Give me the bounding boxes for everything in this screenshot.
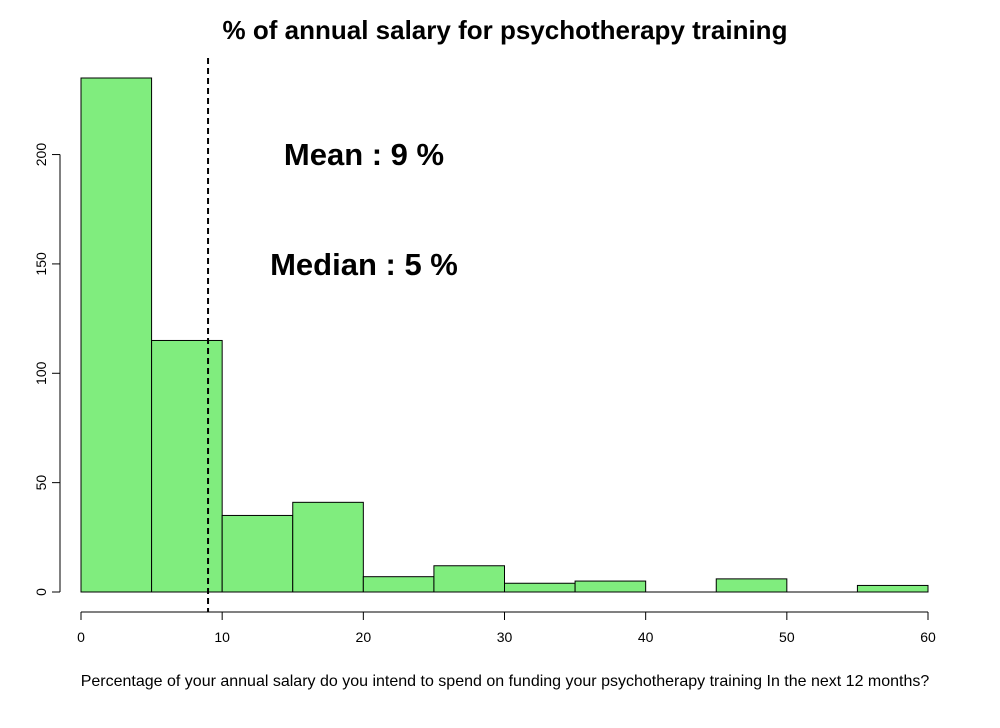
x-axis-title: Percentage of your annual salary do you … bbox=[81, 673, 930, 690]
y-axis: 0 50 100 150 200 bbox=[33, 143, 61, 596]
histogram-bar-7 bbox=[574, 580, 647, 593]
x-tick-label: 60 bbox=[920, 629, 936, 645]
y-tick-label: 150 bbox=[33, 252, 49, 276]
histogram-bar-2 bbox=[221, 514, 294, 593]
histogram-bar-1 bbox=[151, 339, 223, 593]
histogram-bar-5 bbox=[433, 565, 505, 593]
x-tick-label: 40 bbox=[638, 629, 654, 645]
y-tick-label: 200 bbox=[33, 143, 49, 167]
histogram-bar-11 bbox=[856, 584, 929, 593]
x-axis: 0 10 20 30 40 50 60 bbox=[77, 611, 936, 645]
x-tick-label: 20 bbox=[356, 629, 372, 645]
histogram-bar-9 bbox=[715, 578, 788, 593]
x-tick-label: 10 bbox=[214, 629, 230, 645]
bars-group bbox=[80, 77, 929, 593]
chart-title: % of annual salary for psychotherapy tra… bbox=[223, 15, 788, 45]
x-tick-label: 50 bbox=[779, 629, 795, 645]
histogram-bar-3 bbox=[292, 501, 364, 593]
y-tick-label: 50 bbox=[33, 475, 49, 491]
x-tick-label: 0 bbox=[77, 629, 85, 645]
y-tick-label: 0 bbox=[33, 588, 49, 596]
histogram-bar-4 bbox=[362, 576, 435, 593]
histogram-bar-6 bbox=[504, 582, 576, 593]
x-tick-label: 30 bbox=[497, 629, 513, 645]
median-annotation: Median : 5 % bbox=[270, 247, 458, 282]
y-tick-label: 100 bbox=[33, 361, 49, 385]
histogram-bar-0 bbox=[80, 77, 153, 593]
mean-annotation: Mean : 9 % bbox=[284, 137, 444, 172]
